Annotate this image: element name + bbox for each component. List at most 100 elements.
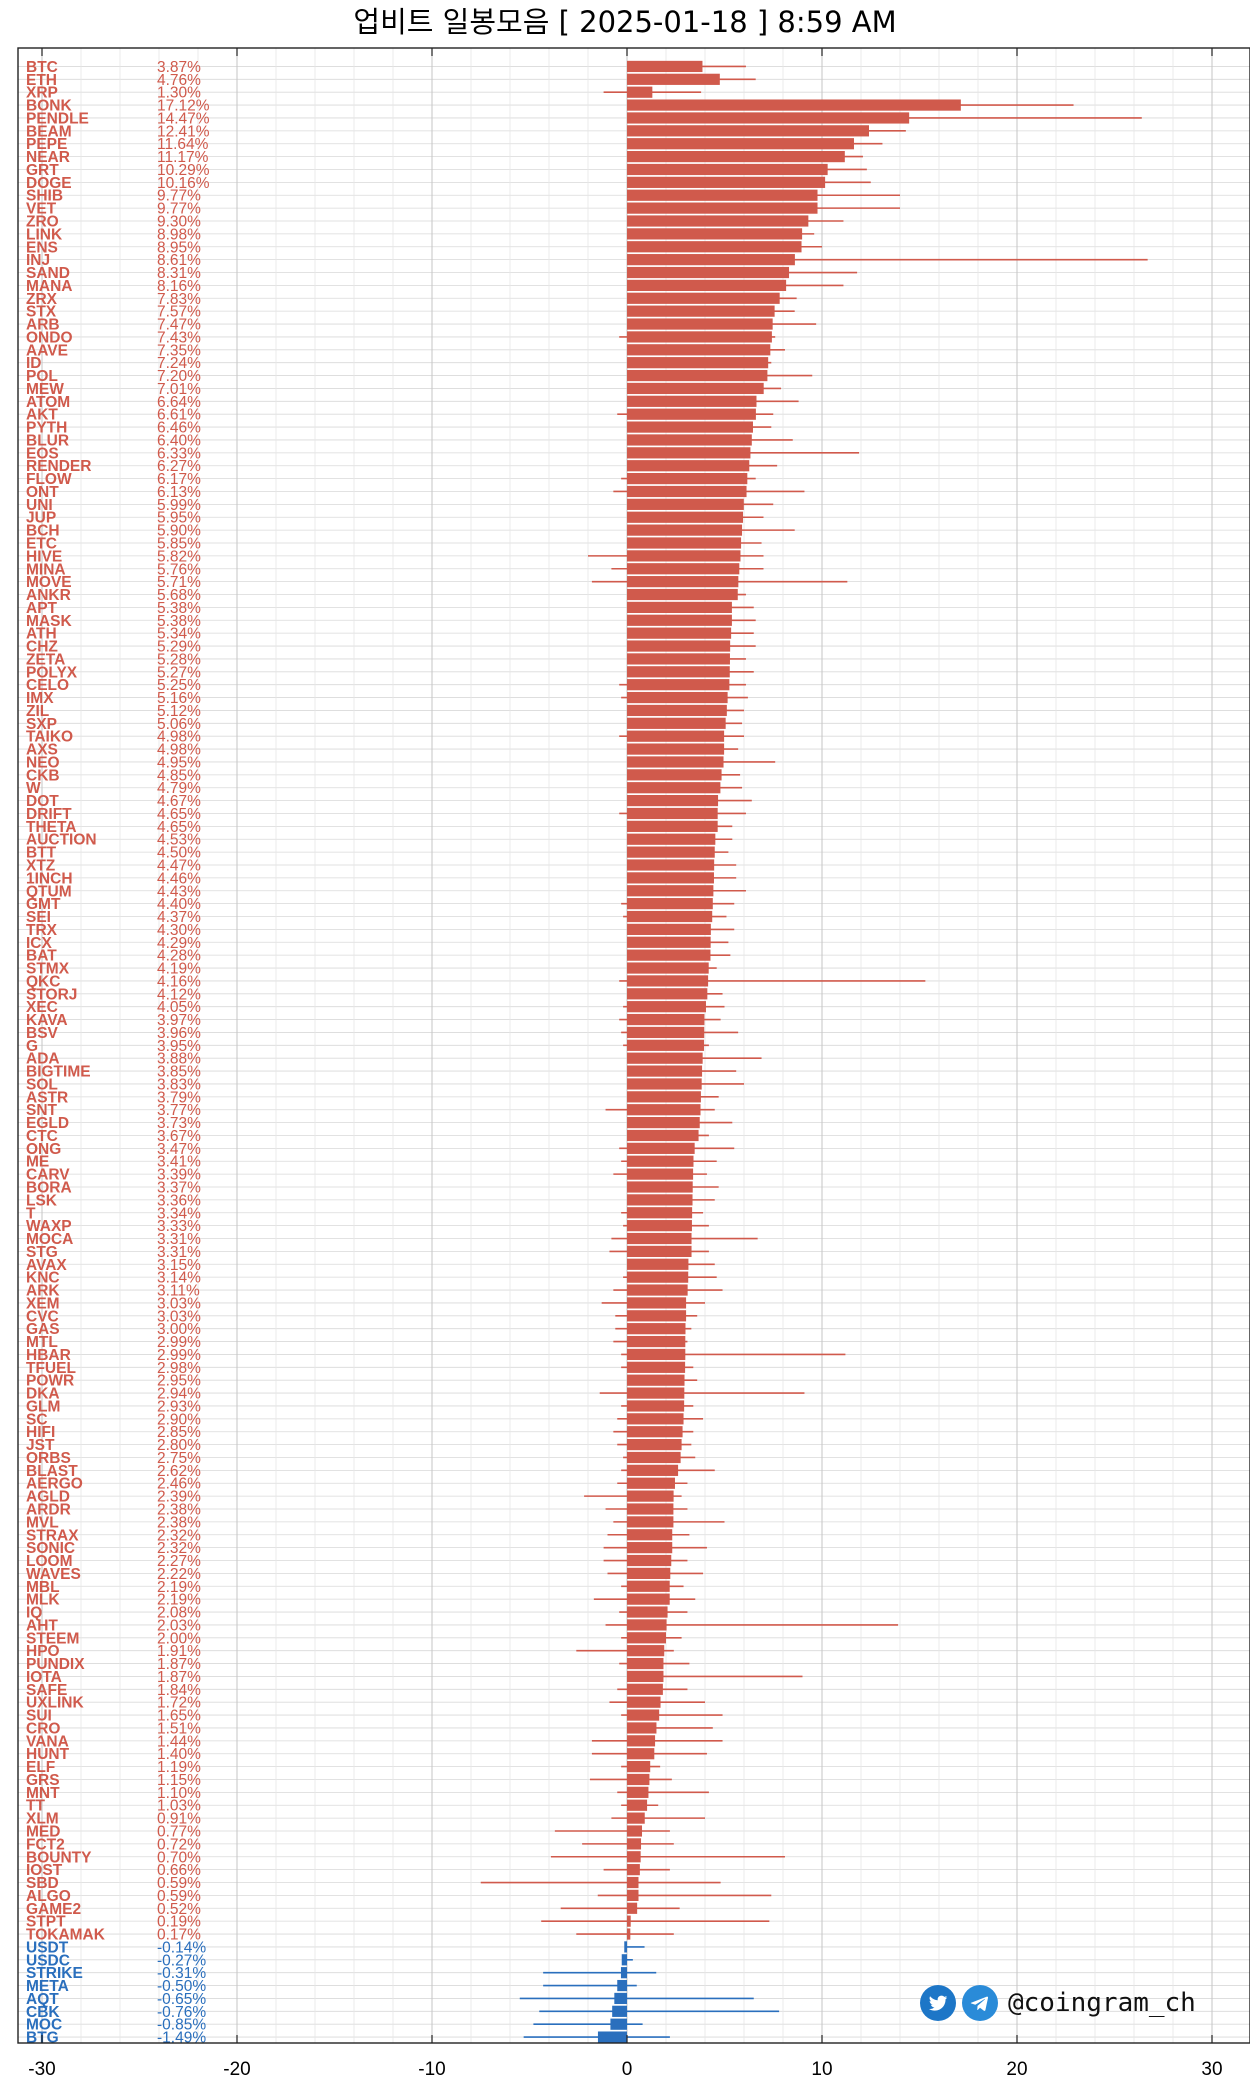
bar <box>627 1039 705 1051</box>
value-label: 3.95% <box>157 1038 201 1055</box>
value-label: 2.94% <box>157 1386 201 1403</box>
bar <box>627 331 772 343</box>
value-label: 1.91% <box>157 1643 201 1660</box>
bar <box>627 485 747 498</box>
value-label: 7.24% <box>157 355 201 372</box>
category-labels: BTC 3.87% ETH 4.76% XRP 1.30% BONK 17.12% PENDLE… <box>26 59 210 2047</box>
value-label: 10.16% <box>157 175 210 192</box>
value-label: 5.38% <box>157 613 201 630</box>
category-label: T <box>26 1205 36 1222</box>
bar <box>627 447 751 459</box>
category-label: ATOM <box>26 394 70 411</box>
category-label: ARDR <box>26 1502 71 1519</box>
bar <box>627 1773 650 1786</box>
bar <box>627 215 809 227</box>
value-label: 5.06% <box>157 716 201 733</box>
category-label: ICX <box>26 935 53 952</box>
category-label: MANA <box>26 278 73 295</box>
value-label: 3.67% <box>157 1128 201 1145</box>
category-label: STX <box>26 304 57 321</box>
bar <box>627 1323 686 1335</box>
category-label: ORBS <box>26 1450 71 1467</box>
value-label: 4.12% <box>157 986 201 1003</box>
value-label: 3.73% <box>157 1115 201 1132</box>
bar <box>624 1941 627 1953</box>
category-label: BAT <box>26 948 57 965</box>
bar <box>627 1812 645 1824</box>
value-label: 5.34% <box>157 626 201 643</box>
value-label: 7.57% <box>157 304 201 321</box>
category-label: BTT <box>26 845 57 862</box>
value-label: 7.43% <box>157 329 201 346</box>
category-label: ZRX <box>26 291 58 308</box>
value-label: 6.17% <box>157 471 201 488</box>
value-label: 0.59% <box>157 1888 201 1905</box>
value-label: 3.97% <box>157 1012 201 1029</box>
bar <box>627 846 715 858</box>
bar <box>617 1979 627 1992</box>
bar <box>627 73 720 85</box>
bar <box>627 1580 670 1592</box>
category-label: AVAX <box>26 1257 67 1274</box>
category-label: STEEM <box>26 1630 79 1647</box>
bar <box>627 382 764 395</box>
category-label: VET <box>26 201 57 218</box>
bar <box>627 112 910 124</box>
category-label: STRAX <box>26 1527 79 1544</box>
value-label: 2.95% <box>157 1373 201 1390</box>
value-label: 6.64% <box>157 394 201 411</box>
telegram-icon <box>962 1985 998 2021</box>
category-label: UXLINK <box>26 1695 85 1712</box>
value-label: 5.90% <box>157 523 201 540</box>
category-label: SOL <box>26 1076 58 1093</box>
bar <box>627 756 724 768</box>
bar <box>627 1567 671 1579</box>
category-label: BOUNTY <box>26 1849 92 1866</box>
category-label: QTUM <box>26 883 72 900</box>
category-label: W <box>26 780 41 797</box>
value-label: 1.84% <box>157 1682 201 1699</box>
bar <box>627 1619 667 1631</box>
bar <box>627 99 961 111</box>
value-label: 17.12% <box>157 98 210 115</box>
value-label: 3.14% <box>157 1270 201 1287</box>
value-label: 0.17% <box>157 1927 201 1944</box>
value-label: -0.31% <box>157 1965 206 1982</box>
category-label: CVC <box>26 1308 59 1325</box>
category-label: MLK <box>26 1592 60 1609</box>
bar <box>627 60 703 73</box>
x-axis-ticks: -30 -20 -10 0 10 20 30 <box>28 48 1223 2080</box>
category-label: CTC <box>26 1128 58 1145</box>
value-label: 5.68% <box>157 587 201 604</box>
bar <box>627 1439 682 1451</box>
category-label: POL <box>26 368 58 385</box>
category-label: CRO <box>26 1720 60 1737</box>
bar <box>627 1503 674 1515</box>
value-label: 4.65% <box>157 819 201 836</box>
value-label: 2.22% <box>157 1566 201 1583</box>
bar <box>627 1232 692 1245</box>
category-label: XEM <box>26 1295 60 1312</box>
bar <box>627 859 715 871</box>
category-label: GAS <box>26 1321 60 1338</box>
value-label: 2.19% <box>157 1579 201 1596</box>
bar <box>627 1052 703 1064</box>
bar <box>627 524 743 536</box>
value-label: -0.50% <box>157 1978 206 1995</box>
category-label: GMT <box>26 896 61 913</box>
value-label: 3.83% <box>157 1076 201 1093</box>
category-label: CARV <box>26 1167 70 1184</box>
value-label: 7.01% <box>157 381 201 398</box>
category-label: BLAST <box>26 1463 78 1480</box>
value-label: 3.00% <box>157 1321 201 1338</box>
bar <box>627 344 771 356</box>
bar <box>627 730 725 742</box>
category-label: GLM <box>26 1398 60 1415</box>
bar <box>627 1645 665 1657</box>
bar <box>627 833 716 845</box>
value-label: 1.44% <box>157 1733 201 1750</box>
category-label: JST <box>26 1437 55 1454</box>
bar <box>627 614 732 626</box>
range-lines <box>480 65 1148 2038</box>
